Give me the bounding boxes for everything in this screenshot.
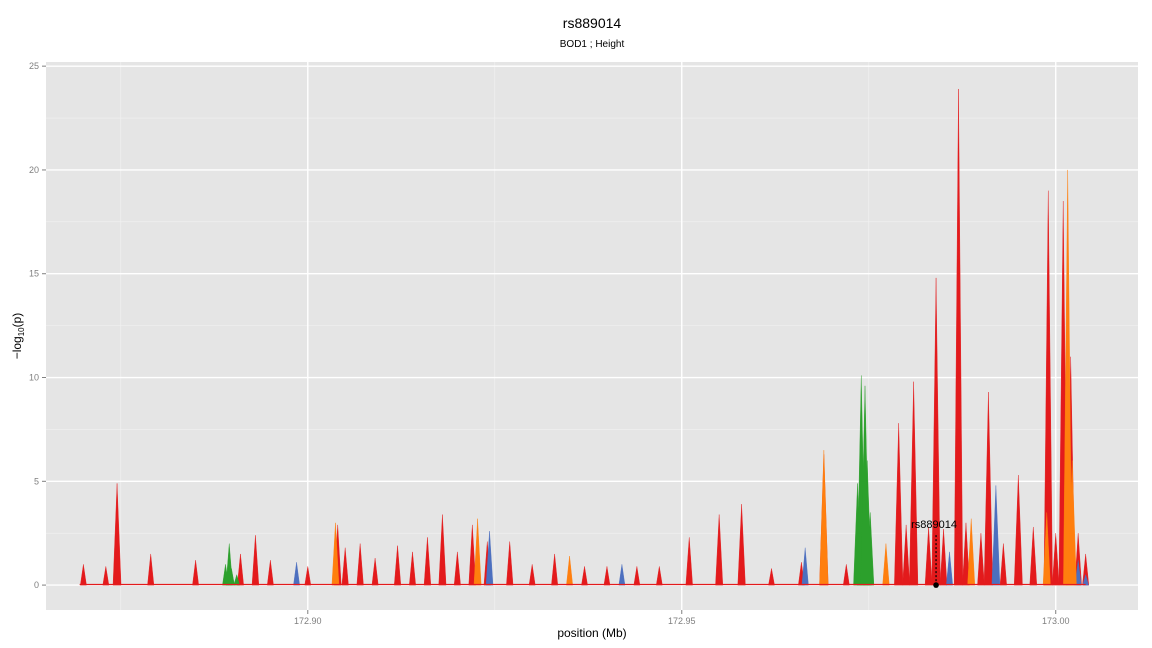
association-peak-none — [977, 533, 985, 586]
y-tick-label: 25 — [29, 61, 39, 71]
association-peak-none — [768, 568, 775, 586]
association-peak-mid — [566, 556, 573, 586]
association-peak-none — [633, 566, 641, 586]
association-peak-low — [1082, 573, 1089, 586]
y-axis-title-subscript: 10 — [17, 327, 26, 336]
association-peak-none — [453, 551, 461, 586]
y-axis-title-rest: (p) — [10, 313, 24, 328]
association-peak-low — [1074, 560, 1082, 586]
association-peak-low — [485, 531, 494, 586]
association-peak-none — [528, 564, 536, 586]
association-peak-mid — [1067, 460, 1077, 586]
association-peak-none — [423, 537, 432, 586]
y-tick-label: 10 — [29, 373, 39, 383]
association-peak-high — [233, 573, 240, 586]
association-peak-mid — [331, 522, 340, 586]
association-peak-low — [946, 551, 953, 586]
annotation-label: rs889014 — [911, 519, 957, 531]
y-axis-ticks: 0 5 10 15 20 25 — [29, 61, 46, 590]
snp-annotation: rs889014 — [911, 519, 957, 588]
association-peak-none — [999, 543, 1007, 586]
y-tick-label: 20 — [29, 165, 39, 175]
x-tick-label: 172.95 — [668, 616, 696, 626]
association-peak-none — [192, 560, 199, 586]
association-peak-none — [237, 553, 244, 586]
association-peak-none — [112, 483, 122, 586]
association-peak-none — [603, 566, 611, 586]
association-peak-mid — [967, 518, 976, 586]
association-peak-none — [737, 504, 746, 586]
association-peak-none — [685, 537, 693, 586]
association-peak-mid — [1042, 512, 1051, 586]
plot-panel — [46, 62, 1138, 610]
y-tick-label: 15 — [29, 269, 39, 279]
association-peak-none — [953, 88, 963, 586]
association-peak-none — [962, 522, 970, 586]
x-tick-label: 173.00 — [1042, 616, 1070, 626]
association-peak-none — [551, 553, 558, 586]
association-peak-mid — [819, 450, 829, 586]
chart-title: rs889014 — [563, 15, 622, 31]
baseline-signal — [79, 583, 1086, 586]
association-peaks — [79, 88, 1090, 586]
association-peak-none — [909, 381, 919, 586]
association-peak-none — [1029, 526, 1038, 586]
lead-snp-point — [933, 582, 939, 588]
association-peak-none — [304, 566, 312, 586]
association-peak-high — [228, 568, 235, 586]
association-peak-none — [656, 566, 663, 586]
y-axis-title-base: −log — [10, 336, 24, 359]
y-axis-title: −log10(p) — [10, 313, 26, 360]
association-peak-low — [618, 564, 626, 586]
association-peak-none — [102, 566, 110, 586]
association-peak-low — [293, 562, 300, 586]
association-peak-none — [409, 551, 416, 586]
association-peak-none — [147, 553, 155, 586]
association-peak-none — [1013, 475, 1023, 586]
association-peak-none — [251, 535, 260, 586]
association-peak-none — [356, 543, 364, 586]
association-peak-none — [80, 564, 87, 586]
association-peak-none — [843, 564, 850, 586]
x-axis-title: position (Mb) — [557, 626, 626, 640]
association-peak-low — [801, 547, 809, 586]
x-tick-label: 172.90 — [294, 616, 322, 626]
y-tick-label: 5 — [34, 476, 39, 486]
association-peak-none — [924, 526, 933, 586]
association-peak-none — [939, 529, 948, 586]
association-peak-none — [438, 514, 447, 586]
association-peak-none — [468, 524, 477, 586]
association-peak-none — [341, 547, 349, 586]
association-peak-none — [1052, 533, 1060, 586]
association-peak-low — [991, 485, 1001, 586]
association-peak-mid — [882, 543, 890, 586]
association-peak-mid — [473, 518, 482, 586]
x-axis-ticks: 172.90 172.95 173.00 — [294, 610, 1069, 626]
association-peak-none — [894, 423, 904, 586]
association-peak-none — [715, 514, 724, 586]
association-peak-none — [267, 560, 274, 586]
chart-subtitle: BOD1 ; Height — [560, 39, 625, 50]
association-peak-none — [983, 392, 993, 586]
association-peak-none — [394, 545, 402, 586]
association-peak-none — [902, 524, 910, 586]
association-peak-high — [866, 512, 875, 586]
association-peak-none — [581, 566, 588, 586]
association-peak-none — [371, 558, 379, 586]
association-peak-none — [506, 541, 514, 586]
y-tick-label: 0 — [34, 580, 39, 590]
